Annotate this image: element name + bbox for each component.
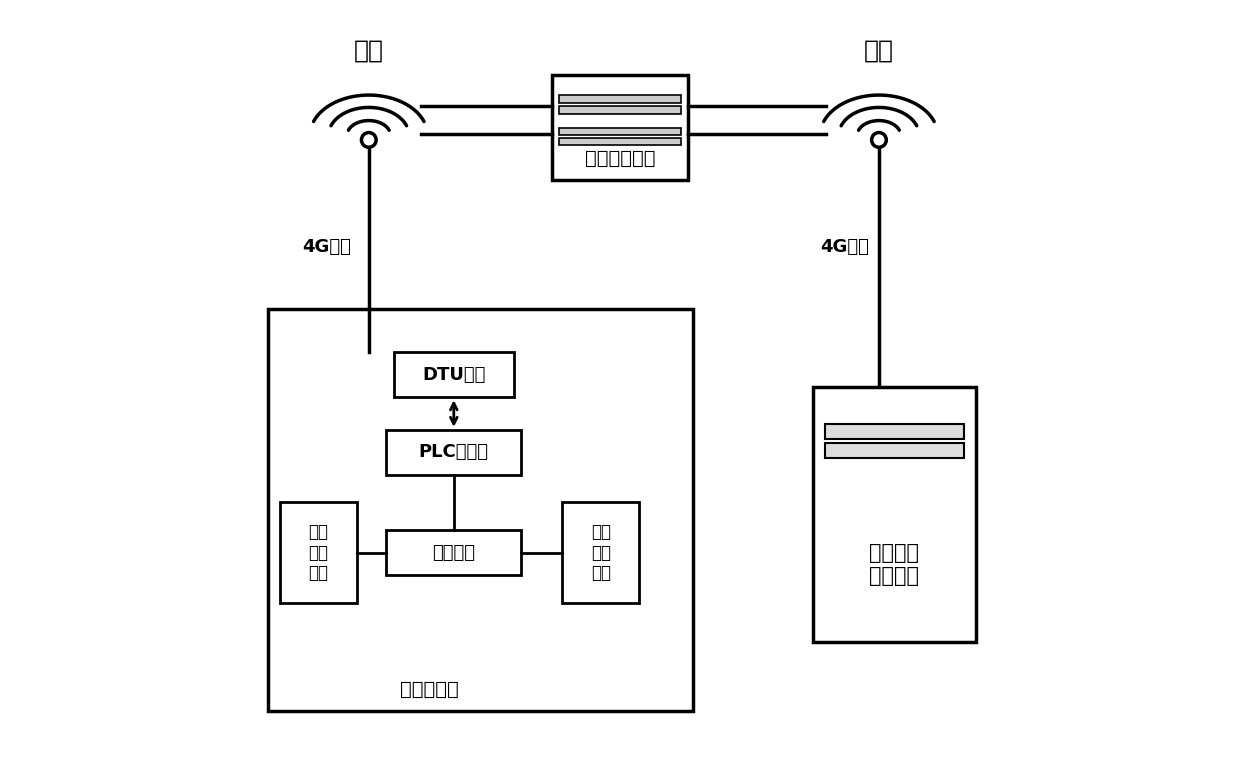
Text: 4G网络: 4G网络 xyxy=(820,238,868,257)
Text: 基站: 基站 xyxy=(864,38,894,63)
Bar xyxy=(558,106,682,114)
Bar xyxy=(825,443,963,458)
Text: 信号采集: 信号采集 xyxy=(433,543,475,562)
Bar xyxy=(386,430,522,475)
Text: 冷冻站现场: 冷冻站现场 xyxy=(401,680,459,699)
Bar xyxy=(394,352,513,397)
Text: 现场
仪器
仪表: 现场 仪器 仪表 xyxy=(590,523,610,583)
Bar xyxy=(813,386,976,642)
Text: 4G网络: 4G网络 xyxy=(301,238,351,257)
Bar xyxy=(558,128,682,135)
Text: 云平台服务器: 云平台服务器 xyxy=(585,149,655,168)
Bar xyxy=(280,502,357,603)
Text: PLC控制器: PLC控制器 xyxy=(419,443,489,461)
Bar xyxy=(558,138,682,145)
Text: DTU模块: DTU模块 xyxy=(422,366,486,384)
Text: 现场
执行
设备: 现场 执行 设备 xyxy=(309,523,329,583)
Bar xyxy=(386,530,522,575)
Text: 基站: 基站 xyxy=(353,38,383,63)
Bar xyxy=(558,95,682,103)
Text: 远程监控
移动终端: 远程监控 移动终端 xyxy=(869,543,919,586)
Bar xyxy=(552,76,688,180)
Bar xyxy=(825,424,963,439)
Bar xyxy=(268,309,693,711)
Bar xyxy=(562,502,640,603)
